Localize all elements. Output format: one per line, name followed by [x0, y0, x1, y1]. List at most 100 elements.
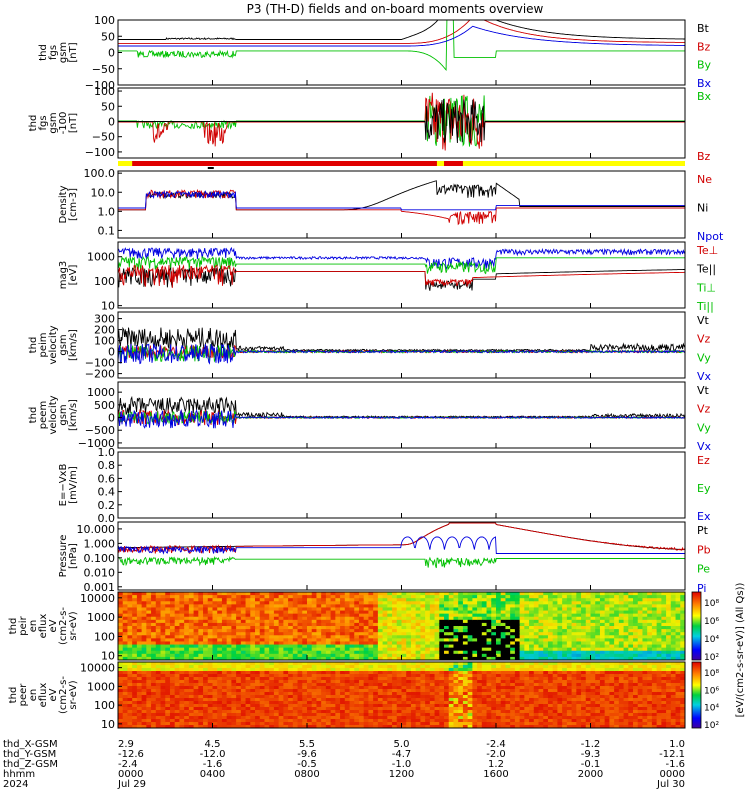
spec-cell [203, 680, 209, 684]
spec-cell [571, 644, 577, 649]
spec-cell [519, 647, 525, 652]
spec-cell [547, 698, 554, 702]
spec-cell [118, 647, 124, 652]
spec-cell [524, 716, 530, 720]
spec-cell [165, 595, 171, 599]
spec-cell [396, 686, 403, 690]
spec-cell [245, 719, 251, 723]
spec-cell [396, 635, 403, 639]
spec-cell [250, 613, 256, 618]
legend-entry: Vt [697, 314, 710, 327]
spec-cell [255, 680, 261, 684]
spec-cell [406, 604, 412, 609]
spec-cell [462, 650, 469, 655]
spec-cell [358, 725, 365, 728]
spec-cell [420, 704, 426, 708]
spec-cell [349, 668, 355, 672]
spec-cell [434, 592, 440, 596]
spec-cell [543, 719, 549, 723]
spec-cell [472, 644, 478, 649]
spec-cell [221, 725, 228, 728]
spec-cell [675, 641, 681, 646]
spec-cell [132, 641, 138, 646]
spec-cell [146, 683, 152, 687]
plot-area-ve [118, 395, 685, 429]
y-tick-label: 0.8 [98, 459, 116, 472]
spec-cell [118, 707, 124, 711]
spec-cell [188, 604, 195, 609]
legend-entry: Vx [697, 370, 712, 383]
spec-cell [425, 662, 431, 666]
spec-cell [188, 598, 195, 602]
spec-cell [524, 719, 530, 723]
spec-cell [533, 644, 540, 649]
spec-cell [538, 692, 544, 696]
spec-cell [552, 632, 559, 636]
spec-cell [344, 641, 351, 646]
spec-cell [514, 653, 521, 658]
spec-cell [184, 713, 190, 717]
spec-cell [533, 671, 540, 675]
spec-cell [188, 592, 195, 596]
spec-cell [472, 613, 478, 618]
spec-cell [477, 692, 483, 696]
spec-cell [514, 595, 521, 599]
spec-cell [472, 607, 478, 612]
spec-cell [538, 598, 544, 602]
spec-cell [259, 622, 266, 627]
spec-cell [358, 616, 365, 621]
spec-cell [628, 641, 634, 646]
spec-cell [311, 598, 318, 602]
spec-cell [321, 607, 327, 612]
spec-cell [670, 656, 677, 660]
spec-cell [221, 710, 228, 714]
spec-cell [316, 665, 322, 669]
spec-cell [628, 632, 634, 636]
spec-cell [165, 701, 171, 705]
spec-cell [571, 626, 577, 630]
spec-cell [562, 656, 568, 660]
spec-cell [425, 592, 431, 596]
spec-cell [132, 668, 138, 672]
spec-cell [448, 619, 455, 624]
spec-cell [599, 616, 606, 621]
spec-cell [382, 610, 388, 615]
spec-cell [434, 635, 440, 639]
spec-cell [439, 692, 445, 696]
spec-cell [132, 619, 138, 624]
spec-cell [231, 668, 237, 672]
spec-cell [292, 671, 299, 675]
spec-cell [212, 619, 218, 624]
spec-cell [283, 722, 289, 726]
spec-cell [500, 598, 507, 602]
spec-cell [444, 604, 450, 609]
y-tick-label: 100 [94, 630, 115, 643]
spec-cell [439, 716, 445, 720]
spec-cell [217, 692, 223, 696]
spec-cell [311, 713, 318, 717]
spec-cell [382, 629, 388, 633]
spec-cell [316, 713, 322, 717]
spec-cell [514, 601, 521, 605]
spec-cell [462, 619, 469, 624]
spec-cell [283, 598, 289, 602]
spec-cell [146, 680, 152, 684]
spec-cell [160, 674, 166, 678]
spec-cell [510, 674, 516, 678]
spec-cell [349, 650, 355, 655]
spec-cell [614, 610, 620, 615]
spec-cell [547, 683, 554, 687]
spec-cell [255, 692, 261, 696]
spec-cell [571, 607, 577, 612]
spec-cell [524, 698, 530, 702]
spec-cell [477, 641, 483, 646]
spec-cell [141, 671, 147, 675]
spec-cell [477, 619, 483, 624]
spec-cell [127, 668, 133, 672]
spec-cell [141, 656, 147, 660]
spec-cell [633, 632, 639, 636]
spec-cell [524, 704, 530, 708]
spec-cell [174, 701, 181, 705]
panel-frame [117, 451, 686, 519]
spec-cell [363, 698, 370, 702]
